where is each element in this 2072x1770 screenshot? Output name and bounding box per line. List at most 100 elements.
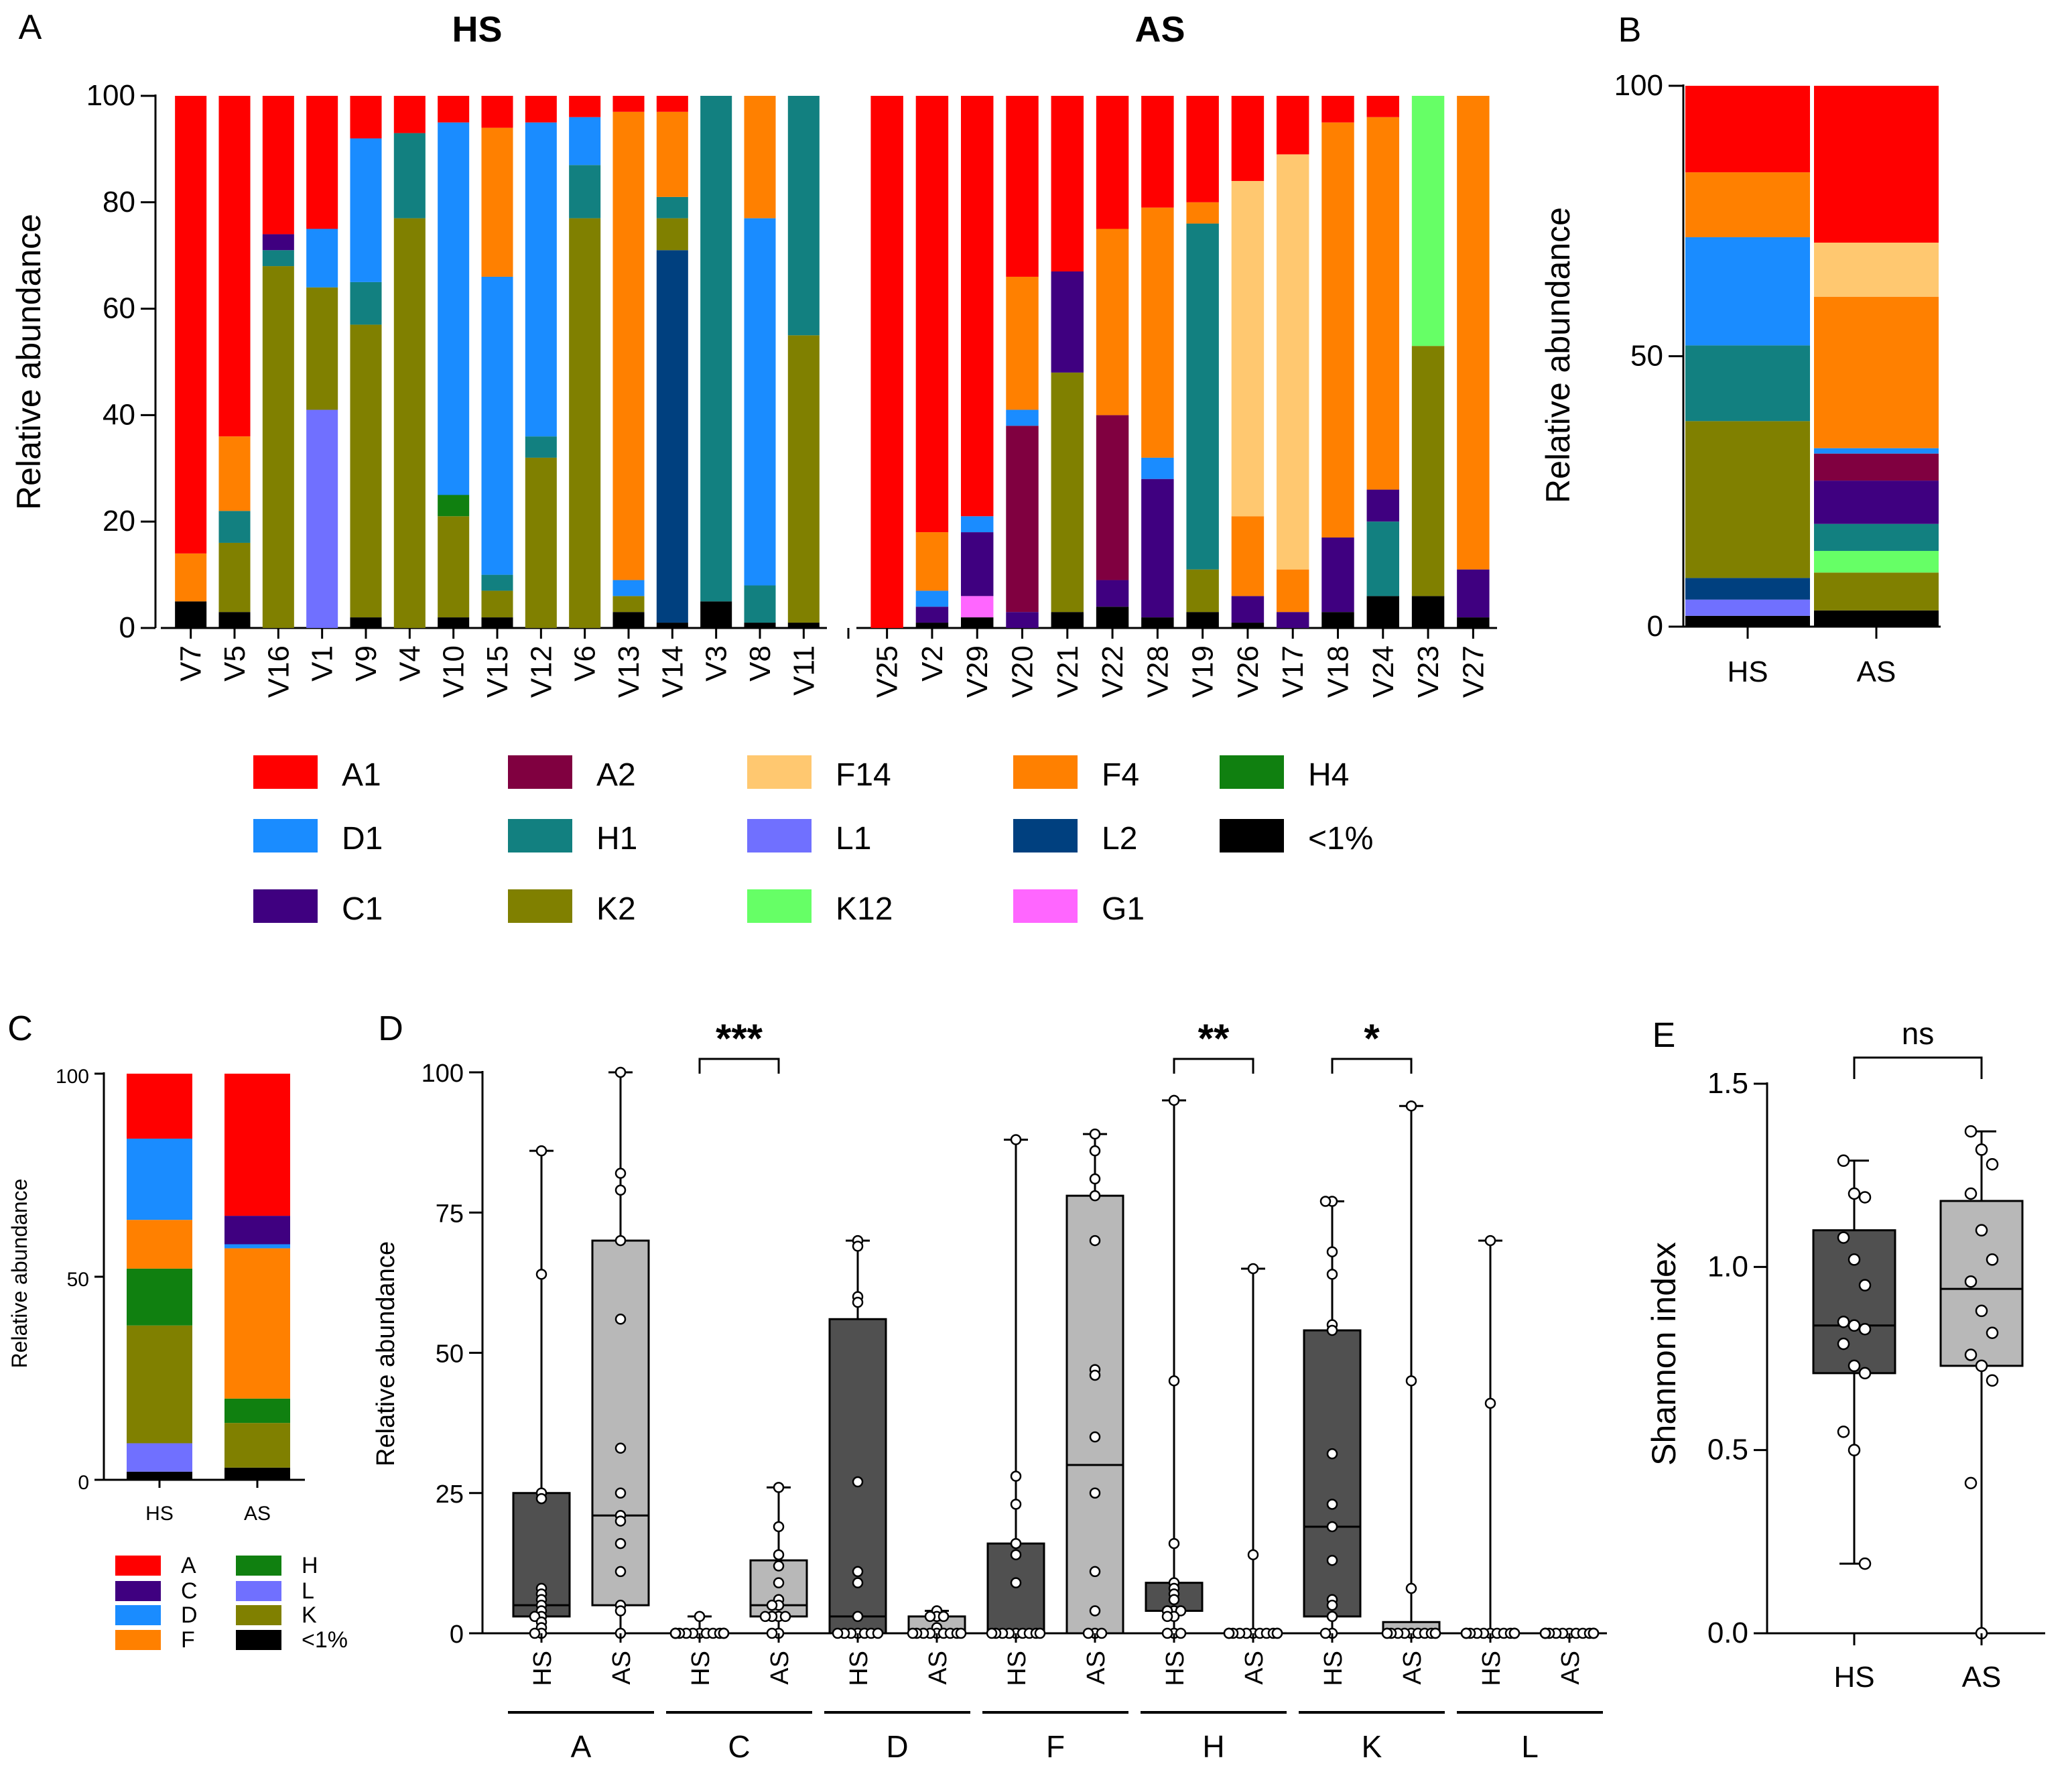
x-tick-label-V29: V29 — [961, 645, 994, 698]
data-point-F-AS — [1089, 1369, 1101, 1381]
box-K-HS — [1303, 1329, 1362, 1618]
data-point-C-AS — [779, 1610, 791, 1623]
data-point-AS — [1964, 1275, 1978, 1288]
bar-segment-V19-lt1 — [1186, 612, 1219, 628]
bar-segment-V21-lt1 — [1051, 612, 1084, 628]
panel-letter-b: B — [1618, 11, 1642, 50]
data-point-C-HS — [694, 1610, 706, 1623]
bar-segment-AS-lt1 — [224, 1467, 290, 1480]
bar-segment-AS-A1 — [1814, 86, 1939, 243]
legend-swatch-A — [115, 1556, 161, 1576]
x-tick-label-AS: AS — [1962, 1661, 2002, 1694]
data-point-A-HS — [535, 1145, 547, 1157]
x-tick-label-V26: V26 — [1232, 645, 1265, 698]
data-point-AS — [1964, 1125, 1978, 1138]
bar-segment-V13-K2 — [612, 596, 645, 613]
bar-segment-V12-K2 — [525, 457, 557, 628]
data-point-D-AS — [955, 1627, 967, 1639]
bar-segment-HS-A — [127, 1074, 192, 1139]
legend-swatch-K2 — [508, 889, 572, 923]
bar-segment-V14-lt1 — [656, 623, 688, 628]
panel-d: D Relative abundance 0 25 50 75 100 HS AS HS AS HS A… — [372, 1009, 1607, 1764]
data-point-F-AS — [1082, 1627, 1094, 1639]
x-tick-label-HS: HS — [1833, 1661, 1874, 1694]
legend-swatch-H4 — [1220, 755, 1284, 789]
legend-label-lt1: <1% — [1308, 821, 1373, 857]
y-axis-tick-label: 1.5 — [1707, 1067, 1748, 1100]
y-axis-tick-label: 80 — [103, 186, 135, 218]
x-tick-label-V28: V28 — [1141, 645, 1174, 698]
y-axis-tick-label: 1.0 — [1707, 1250, 1748, 1283]
data-point-F-AS — [1089, 1566, 1101, 1578]
bar-segment-V8-H1 — [744, 585, 776, 623]
panel-letter-d: D — [378, 1009, 403, 1048]
data-point-K-HS — [1319, 1627, 1332, 1639]
panel-letter-c: C — [7, 1009, 33, 1048]
bar-segment-V28-A1 — [1141, 96, 1174, 208]
data-point-D-AS — [937, 1610, 950, 1623]
bar-segment-V12-A1 — [525, 96, 557, 123]
bar-segment-V26-F14 — [1231, 181, 1265, 517]
data-point-H-HS — [1168, 1375, 1180, 1387]
data-point-HS — [1848, 1444, 1861, 1456]
bar-segment-V20-A2 — [1006, 426, 1039, 613]
data-point-D-HS — [832, 1627, 844, 1639]
data-point-K-AS — [1429, 1627, 1441, 1639]
data-point-A-AS — [614, 1066, 627, 1078]
panel-e: E Shannon index 0.0 0.5 1.0 1.5 HS AS ns — [1645, 1016, 2045, 1694]
legend-swatch-K12 — [747, 889, 812, 923]
data-point-AS — [1964, 1187, 1978, 1200]
bar-segment-V28-F4 — [1141, 207, 1174, 458]
x-tick-label-V2: V2 — [916, 645, 949, 682]
legend-label-H1: H1 — [596, 821, 637, 857]
x-tick-label-V18: V18 — [1322, 645, 1355, 698]
panel-letter-a: A — [19, 8, 42, 47]
y-axis-tick-label: 0.0 — [1707, 1617, 1748, 1649]
legend-swatch-H — [236, 1556, 281, 1576]
data-point-HS — [1858, 1367, 1872, 1380]
significance-label-K: * — [1364, 1016, 1380, 1061]
bar-segment-V18-C1 — [1321, 538, 1354, 613]
data-point-C-AS — [766, 1599, 778, 1611]
x-tick-label-AS: AS — [924, 1651, 952, 1685]
panel-a: A Relative abundance 0 20 40 60 80 100 HS V7 V5 V16… — [10, 8, 1497, 927]
bar-segment-V20-F4 — [1006, 276, 1039, 410]
bar-segment-V16-H1 — [262, 250, 294, 267]
bar-segment-HS-D — [127, 1138, 192, 1220]
data-point-F-AS — [1089, 1128, 1101, 1140]
x-tick-label-AS: AS — [1557, 1651, 1585, 1685]
data-point-A-AS — [614, 1314, 627, 1325]
bar-segment-V9-K2 — [350, 324, 382, 618]
panel-letter-e: E — [1653, 1016, 1676, 1055]
legend-swatch-K — [236, 1605, 281, 1625]
bar-segment-V17-A1 — [1276, 96, 1309, 155]
data-point-H-AS — [1247, 1263, 1259, 1275]
data-point-D-HS — [872, 1627, 884, 1639]
data-point-HS — [1848, 1187, 1861, 1200]
data-point-H-HS — [1175, 1627, 1187, 1639]
bar-segment-V27-lt1 — [1457, 617, 1490, 628]
data-point-K-HS — [1326, 1246, 1338, 1258]
x-tick-label-AS: AS — [1857, 655, 1896, 688]
y-axis-tick-label: 50 — [1630, 340, 1663, 373]
bar-segment-V11-H1 — [787, 96, 820, 336]
y-axis-title: Relative abundance — [10, 214, 48, 510]
data-point-C-HS — [718, 1627, 730, 1639]
bar-segment-AS-H1 — [1814, 523, 1939, 552]
data-point-C-AS — [773, 1482, 785, 1493]
legend-swatch-L — [236, 1581, 281, 1601]
y-axis-tick-label: 100 — [86, 79, 135, 112]
legend-swatch-lt1 — [236, 1630, 281, 1650]
legend-swatch-C — [115, 1581, 161, 1601]
bar-segment-V3-lt1 — [700, 601, 732, 628]
x-tick-label-HS: HS — [1319, 1651, 1348, 1686]
panel-b: B Relative abundance 0 50 100 HS AS — [1539, 11, 1941, 688]
bar-segment-V17-F14 — [1276, 154, 1309, 570]
bar-segment-V15-A1 — [481, 96, 513, 128]
y-axis-tick-label: 75 — [436, 1200, 464, 1228]
bar-segment-V13-A1 — [612, 96, 645, 112]
bar-segment-V13-D1 — [612, 580, 645, 596]
bar-segment-HS-D1 — [1685, 237, 1810, 346]
legend-swatch-G1 — [1013, 889, 1078, 923]
data-point-F-AS — [1089, 1605, 1101, 1617]
